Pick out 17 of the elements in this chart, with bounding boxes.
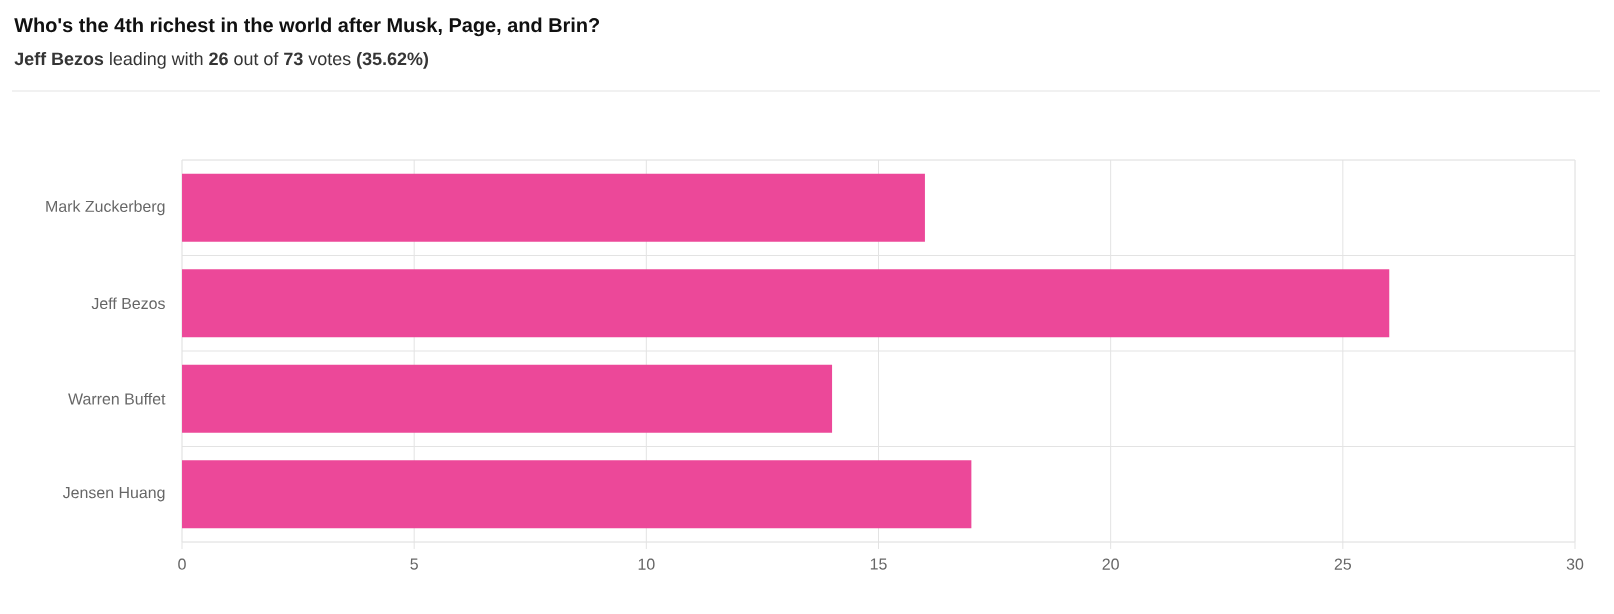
y-tick-label: Jeff Bezos <box>91 297 165 310</box>
x-tick-label: 25 <box>1334 558 1352 570</box>
bar <box>182 269 1390 338</box>
x-tick-label: 20 <box>1102 558 1119 570</box>
x-tick-label: 0 <box>178 558 186 570</box>
y-tick-label: Jensen Huang <box>62 487 165 502</box>
y-tick-label: Warren Buffet <box>68 392 166 405</box>
x-tick-label: 5 <box>410 558 418 570</box>
chart-title: Who's the 4th richest in the world after Musk, Page, and Brin? <box>14 17 600 37</box>
bar <box>182 364 833 433</box>
y-tick-label: Mark Zuckerberg <box>46 200 165 216</box>
x-tick-label: 10 <box>638 558 655 570</box>
x-tick-label: 15 <box>870 558 887 570</box>
bar <box>182 460 972 529</box>
x-tick-label: 30 <box>1566 558 1584 570</box>
bar <box>182 173 925 242</box>
chart-subtitle: Jeff Bezos leading with 26 out of 73 votes (35.62%) <box>14 51 429 69</box>
